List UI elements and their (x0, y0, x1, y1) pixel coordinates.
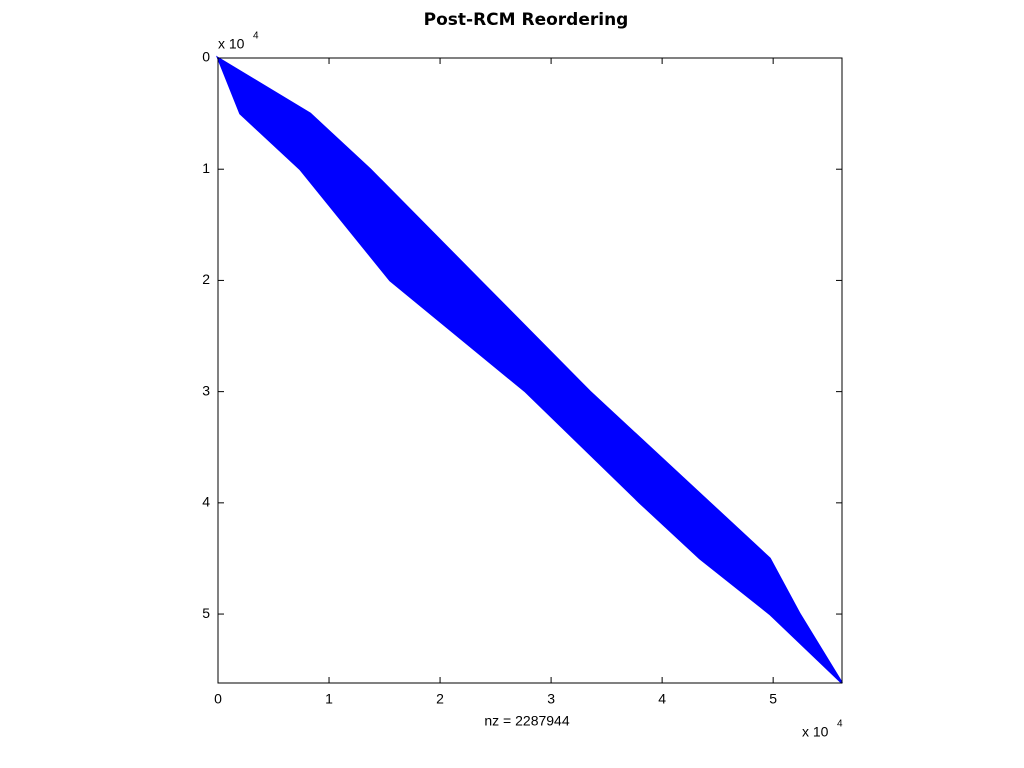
chart-title: Post-RCM Reordering (424, 10, 629, 30)
y-tick-label: 2 (202, 271, 210, 287)
x-axis-label: nz = 2287944 (484, 713, 569, 729)
x-tick-label: 3 (547, 691, 555, 707)
x-scale-exponent: 4 (837, 719, 843, 730)
y-tick-label: 3 (202, 382, 210, 398)
y-scale-base: x 10 (218, 36, 245, 52)
y-scale-exponent: 4 (253, 31, 259, 42)
y-tick-label: 4 (202, 494, 210, 510)
y-tick-label: 1 (202, 160, 210, 176)
y-tick-label: 5 (202, 605, 210, 621)
x-tick-label: 5 (769, 691, 777, 707)
x-tick-label: 2 (436, 691, 444, 707)
x-tick-label: 4 (658, 691, 666, 707)
x-tick-label: 1 (325, 691, 333, 707)
x-scale-base: x 10 (802, 724, 829, 740)
y-tick-label: 0 (202, 49, 210, 65)
plot-frame (217, 57, 843, 684)
x-tick-label: 0 (214, 691, 222, 707)
